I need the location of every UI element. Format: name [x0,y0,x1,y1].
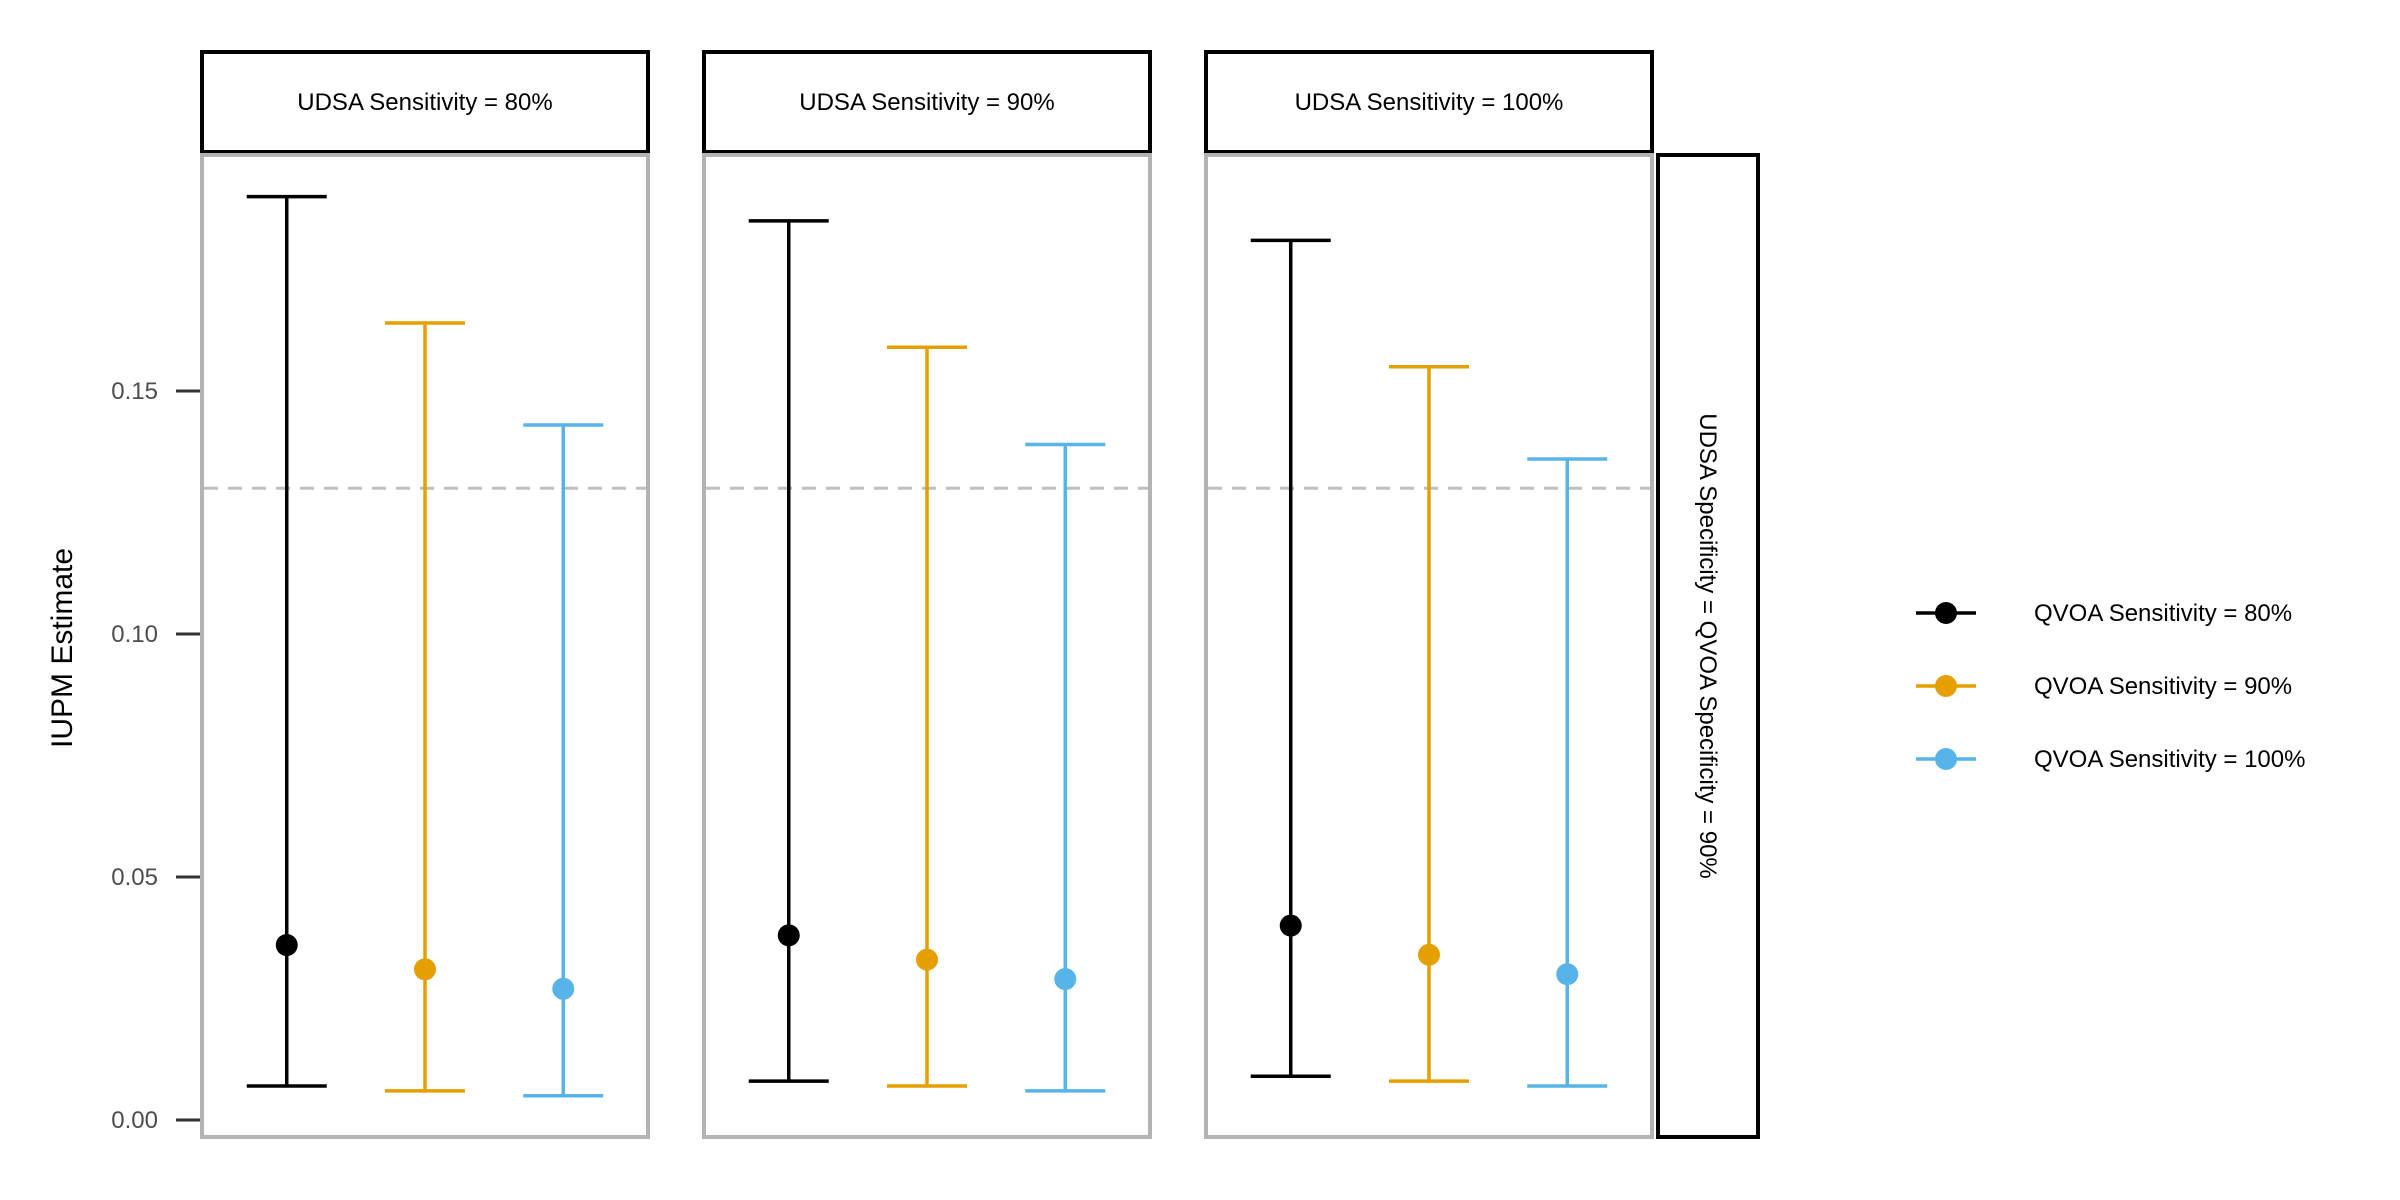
y-tick-label: 0.00 [111,1107,158,1134]
row-strip-label: UDSA Specificity = QVOA Specificity = 90… [1694,413,1721,879]
y-axis-title: IUPM Estimate [46,548,79,748]
legend-label: QVOA Sensitivity = 80% [2034,600,2292,627]
panel-strip [702,50,1152,154]
legend-item: QVOA Sensitivity = 100% [1916,746,2305,773]
point-estimate [1556,963,1579,986]
y-tick-label: 0.05 [111,864,158,891]
errorbar [1389,364,1469,1083]
legend-label: QVOA Sensitivity = 90% [2034,673,2292,700]
y-tick-label: 0.10 [111,621,158,648]
point-estimate [1279,914,1302,937]
errorbar [523,423,604,1098]
legend-key-point [1935,675,1957,697]
errorbar [1025,442,1106,1093]
panel-strip [1204,50,1654,154]
errorbar [246,194,327,1088]
row-strip: UDSA Specificity = QVOA Specificity = 90… [1656,153,1760,1139]
point-estimate [275,934,298,957]
legend-item: QVOA Sensitivity = 80% [1916,600,2292,627]
legend-key-point [1935,748,1957,770]
point-estimate [1418,943,1440,966]
legend-label: QVOA Sensitivity = 100% [2034,746,2305,773]
panel-1: UDSA Sensitivity = 80% [200,50,650,1139]
point-estimate [414,958,436,981]
panels: UDSA Sensitivity = 80% UDSA Sensitivity =… [200,50,1654,1139]
point-estimate [777,924,800,947]
y-axis: 0.00 0.05 0.10 0.15 [111,378,200,1134]
errorbar [1527,457,1608,1088]
row-strip-box [1656,153,1760,1139]
errorbar [1250,238,1331,1079]
legend-key-point [1935,602,1957,624]
legend-item: QVOA Sensitivity = 90% [1916,673,2292,700]
panel-strip-label: UDSA Sensitivity = 80% [297,89,552,116]
errorbar [385,321,465,1093]
panel-strip-label: UDSA Sensitivity = 90% [799,89,1054,116]
legend: QVOA Sensitivity = 80% QVOA Sensitivity =… [1916,600,2305,773]
point-estimate [552,977,575,1000]
y-tick-label: 0.15 [111,378,158,405]
errorbar [887,345,967,1088]
point-estimate [1054,968,1077,991]
panel-2: UDSA Sensitivity = 90% [702,50,1152,1139]
panel-strip-label: UDSA Sensitivity = 100% [1295,89,1564,116]
errorbar [748,219,829,1083]
panel-3: UDSA Sensitivity = 100% [1204,50,1654,1139]
point-estimate [916,948,938,971]
panel-strip [200,50,650,154]
